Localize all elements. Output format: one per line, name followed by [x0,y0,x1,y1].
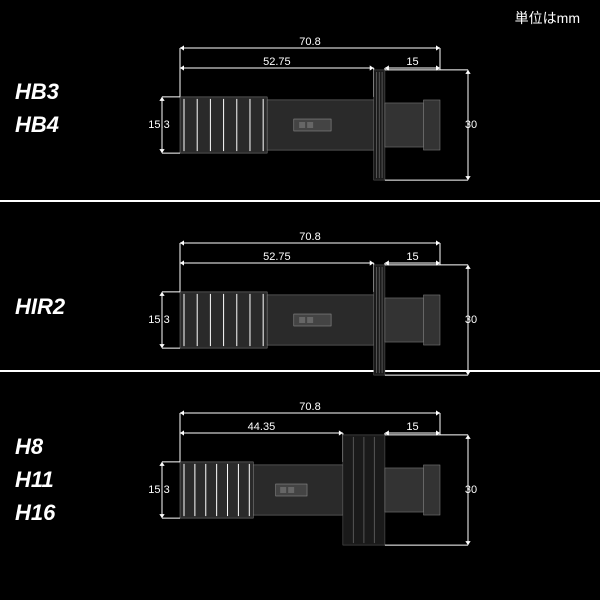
svg-text:30: 30 [465,484,477,496]
bulb-type-label: H11 [15,463,55,496]
technical-drawing: 70.8 52.75 15 15.3 30 [120,30,580,205]
svg-text:15: 15 [406,421,418,433]
svg-text:30: 30 [465,314,477,326]
svg-text:15.3: 15.3 [148,314,169,326]
svg-text:30: 30 [465,119,477,131]
svg-text:15: 15 [406,251,418,263]
diagram-row: HB3HB4 70.8 52.75 15 15.3 30 [0,30,600,210]
svg-text:15: 15 [406,56,418,68]
technical-drawing: 70.8 44.35 15 15.3 30 [120,395,580,570]
bulb-type-label: HB3 [15,75,59,108]
bulb-drawing: 70.8 52.75 15 15.3 30 [120,30,580,200]
bulb-type-labels: HIR2 [15,290,65,323]
bulb-type-label: HIR2 [15,290,65,323]
bulb-type-label: H8 [15,430,55,463]
svg-text:70.8: 70.8 [299,231,320,243]
bulb-drawing: 70.8 44.35 15 15.3 30 [120,395,580,565]
unit-label: 単位はmm [515,8,580,28]
technical-drawing: 70.8 52.75 15 15.3 30 [120,225,580,400]
svg-text:70.8: 70.8 [299,401,320,413]
bulb-type-label: H16 [15,496,55,529]
bulb-type-labels: H8H11H16 [15,430,55,529]
svg-text:52.75: 52.75 [263,56,291,68]
svg-text:44.35: 44.35 [248,421,276,433]
diagram-row: H8H11H16 70.8 44.35 15 15.3 30 [0,395,600,575]
svg-text:52.75: 52.75 [263,251,291,263]
bulb-drawing: 70.8 52.75 15 15.3 30 [120,225,580,395]
bulb-type-labels: HB3HB4 [15,75,59,141]
svg-text:15.3: 15.3 [148,484,169,496]
diagram-row: HIR2 70.8 52.75 15 15.3 30 [0,225,600,405]
svg-text:15.3: 15.3 [148,119,169,131]
svg-text:70.8: 70.8 [299,36,320,48]
bulb-type-label: HB4 [15,108,59,141]
